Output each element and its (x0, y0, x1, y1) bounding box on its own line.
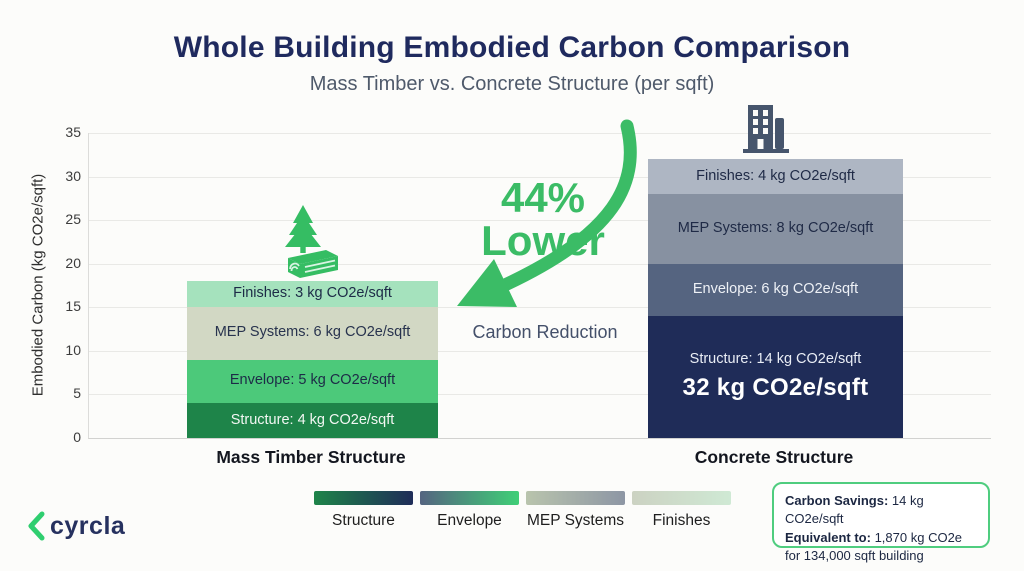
legend-swatch (314, 491, 413, 505)
legend-label: Finishes (652, 512, 711, 529)
logo-text: cyrcla (50, 511, 126, 540)
savings-value: 14 kg CO2e/sqft (785, 493, 924, 527)
carbon-savings-box: Carbon Savings: 14 kg CO2e/sqft Equivale… (772, 482, 990, 563)
y-tick-label: 10 (65, 341, 81, 358)
cyrcla-logo: cyrcla (26, 511, 125, 541)
legend-swatch (632, 491, 731, 505)
bar-mass-timber: Structure: 4 kg CO2e/sqft Envelope: 5 kg … (187, 281, 438, 438)
savings-line-1: Carbon Savings: 14 kg CO2e/sqft (785, 492, 977, 529)
bar-segment-envelope: Envelope: 5 kg CO2e/sqft (187, 359, 438, 404)
building-icon (743, 105, 789, 153)
bar-segment-label: Finishes: 4 kg CO2e/sqft (696, 167, 855, 184)
bar-segment-mep-systems: MEP Systems: 8 kg CO2e/sqft (648, 194, 903, 264)
bar-segment-envelope: Envelope: 6 kg CO2e/sqft (648, 263, 903, 316)
y-tick-label: 15 (65, 298, 81, 315)
logo-chevron-icon (28, 511, 45, 541)
y-tick-label: 5 (73, 385, 81, 402)
y-tick-label: 0 (73, 429, 81, 445)
page-title: Whole Building Embodied Carbon Compariso… (173, 31, 851, 64)
legend-swatch (420, 491, 519, 505)
reduction-word: Lower (481, 217, 605, 264)
category-label-mass-timber: Mass Timber Structure (216, 447, 406, 467)
bar-segment-label: MEP Systems: 8 kg CO2e/sqft (677, 219, 874, 236)
bar-segment-mep-systems: MEP Systems: 6 kg CO2e/sqft (187, 307, 438, 360)
legend-label: MEP Systems (526, 512, 625, 529)
bar-segment-label: Structure: 4 kg CO2e/sqft (230, 411, 395, 428)
gridline (89, 176, 991, 178)
category-label-concrete: Concrete Structure (694, 447, 854, 467)
y-tick-label: 20 (65, 254, 81, 271)
legend-item-envelope: Envelope (420, 491, 519, 530)
legend-item-finishes: Finishes (632, 491, 731, 530)
gridline (89, 307, 991, 309)
page-subtitle: Mass Timber vs. Concrete Structure (per … (309, 73, 715, 95)
y-axis-label: Embodied Carbon (kg CO2e/sqft) (29, 173, 47, 397)
bar-total-label: 32 kg CO2e/sqft (682, 374, 869, 402)
reduction-percent: 44% (500, 174, 586, 221)
bar-segment-label: Finishes: 3 kg CO2e/sqft (233, 285, 392, 302)
y-tick-label: 25 (65, 211, 81, 228)
reduction-arrow-icon (457, 119, 637, 307)
legend-label: Structure (332, 512, 395, 529)
legend-label: Envelope (437, 512, 502, 529)
bar-segment-structure: Structure: 14 kg CO2e/sqft 32 kg CO2e/sqf… (648, 316, 903, 438)
bar-segment-finishes: Finishes: 3 kg CO2e/sqft (187, 281, 438, 308)
gridline (89, 220, 991, 222)
equivalent-label: Equivalent to: (785, 529, 871, 545)
reduction-caption: Carbon Reduction (472, 322, 618, 342)
bar-segment-label: Structure: 14 kg CO2e/sqft (689, 350, 862, 367)
savings-line-2: Equivalent to: 1,870 kg CO2e for 134,000… (785, 529, 977, 566)
bar-concrete: Structure: 14 kg CO2e/sqft 32 kg CO2e/sqf… (648, 159, 903, 438)
equivalent-value: 1,870 kg CO2e for 134,000 sqft building (785, 529, 963, 564)
legend-item-structure: Structure (314, 491, 413, 530)
bar-segment-structure: Structure: 4 kg CO2e/sqft (187, 403, 438, 438)
gridline (89, 133, 991, 134)
tree-and-timber-icon (285, 205, 338, 278)
chart-plot-area: Structure: 4 kg CO2e/sqft Envelope: 5 kg … (65, 124, 991, 445)
bar-segment-label: Envelope: 5 kg CO2e/sqft (229, 372, 396, 389)
gridline (89, 350, 991, 352)
bar-segment-label: MEP Systems: 6 kg CO2e/sqft (214, 324, 411, 341)
y-tick-label: 35 (65, 124, 81, 140)
bar-segment-label: Envelope: 6 kg CO2e/sqft (692, 280, 859, 297)
gridline (89, 394, 991, 396)
legend-swatch (526, 491, 625, 505)
reduction-annotation: 44% Lower (443, 176, 643, 262)
savings-label: Carbon Savings: (785, 493, 889, 508)
chart-legend: Structure Envelope MEP Systems Finishes (314, 491, 731, 530)
legend-item-mep-systems: MEP Systems (526, 491, 625, 530)
bar-segment-finishes: Finishes: 4 kg CO2e/sqft (648, 159, 903, 195)
y-tick-label: 30 (65, 167, 81, 184)
